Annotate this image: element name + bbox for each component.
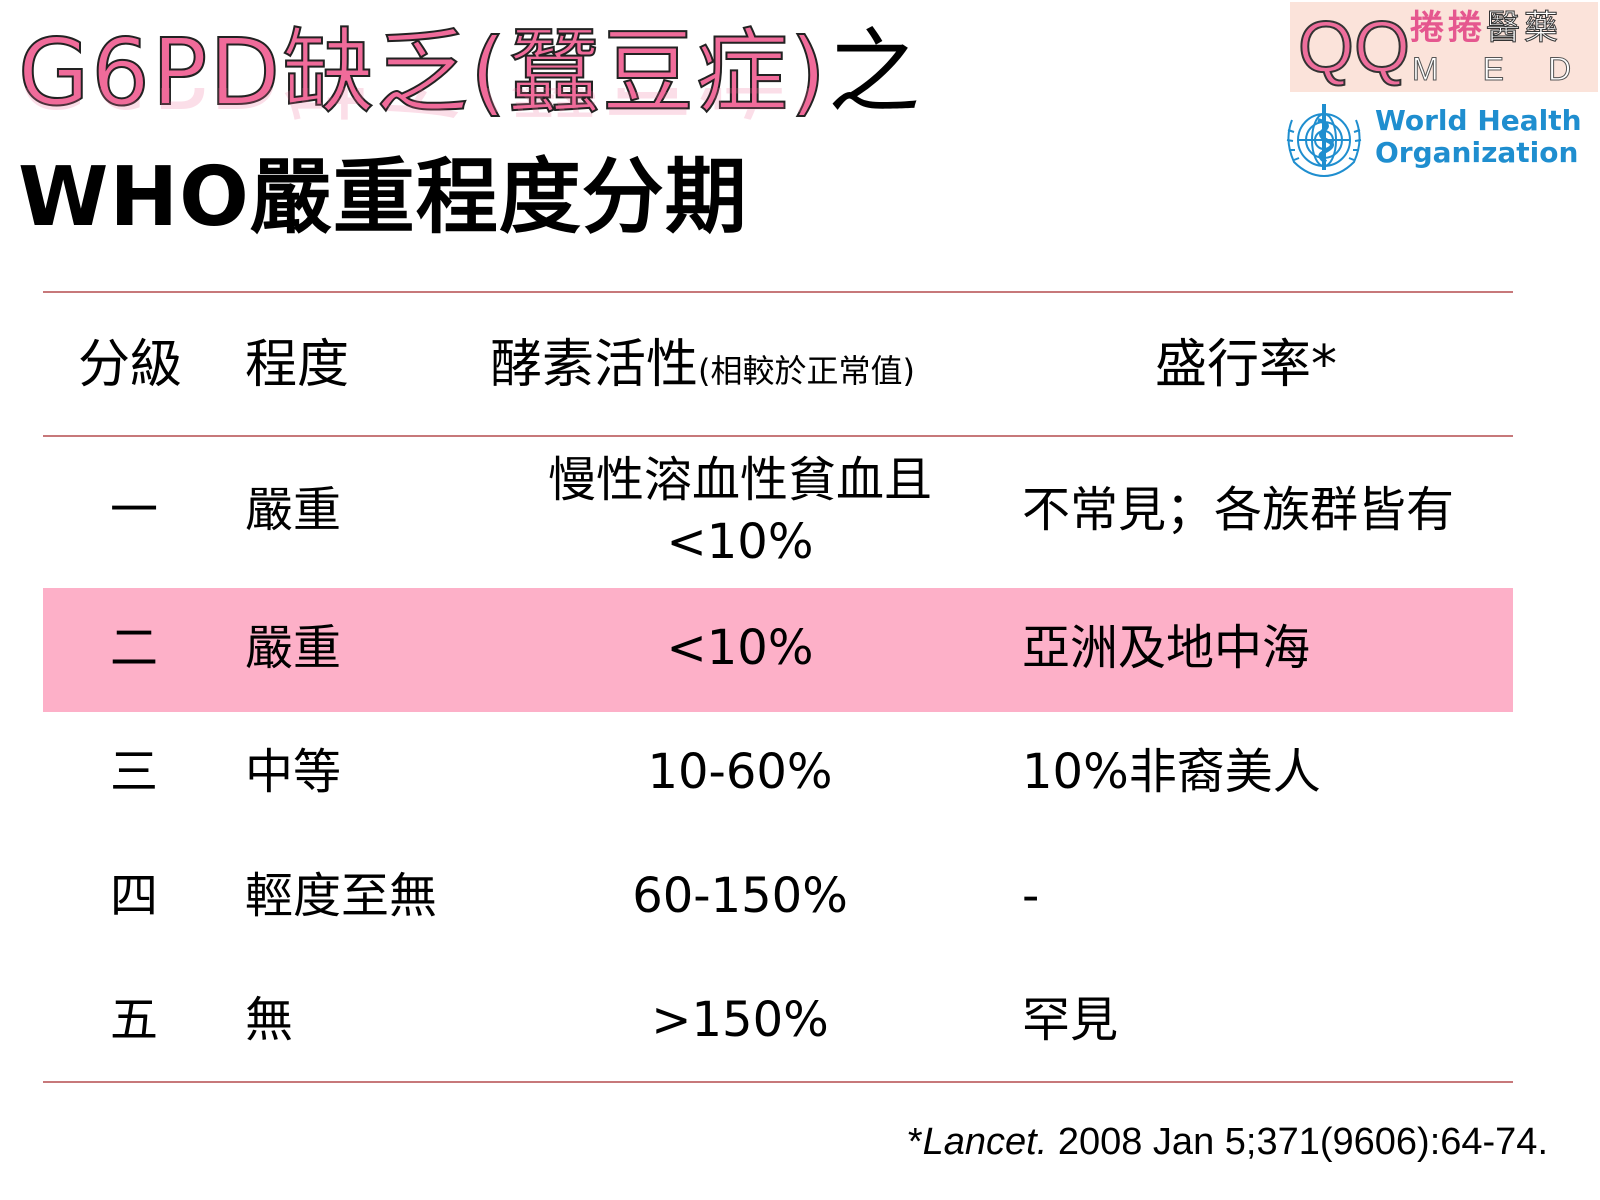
header-enzyme: 酵素活性(相較於正常值) bbox=[490, 335, 915, 395]
cell-enzyme: 60-150% bbox=[632, 868, 848, 924]
page-title-line2: WHO嚴重程度分期 bbox=[18, 150, 748, 245]
cell-enzyme: <10% bbox=[666, 620, 814, 676]
cell-enzyme-note: 慢性溶血性貧血且 bbox=[547, 452, 932, 508]
citation-footnote: *Lancet. 2008 Jan 5;371(9606):64-74. bbox=[908, 1118, 1548, 1166]
header-prevalence: 盛行率* bbox=[1155, 335, 1338, 395]
highlight-row-band bbox=[43, 588, 1513, 712]
cell-prevalence: 10%非裔美人 bbox=[1022, 744, 1321, 800]
cell-grade: 二 bbox=[110, 620, 159, 676]
cell-enzyme: >150% bbox=[651, 992, 829, 1048]
cell-grade: 三 bbox=[110, 744, 159, 800]
cell-prevalence: - bbox=[1022, 868, 1040, 924]
cell-severity: 無 bbox=[245, 992, 294, 1048]
footnote-journal: Lancet. bbox=[922, 1121, 1048, 1163]
cell-prevalence: 罕見 bbox=[1022, 992, 1119, 1048]
cell-grade: 一 bbox=[110, 482, 159, 538]
title-reflection: G6PD缺乏(蠶豆症) bbox=[18, 88, 828, 128]
footnote-citation: 2008 Jan 5;371(9606):64-74. bbox=[1047, 1121, 1548, 1163]
qq-med-logo: QQ 捲捲醫藥 MED bbox=[1290, 2, 1598, 92]
cell-severity: 中等 bbox=[245, 744, 342, 800]
cell-prevalence: 不常見；各族群皆有 bbox=[1022, 482, 1455, 538]
title-black-text: 之 bbox=[827, 19, 922, 126]
footnote-asterisk: * bbox=[907, 1121, 923, 1163]
cell-enzyme: 10-60% bbox=[647, 744, 833, 800]
cell-grade: 四 bbox=[110, 868, 159, 924]
cell-prevalence: 亞洲及地中海 bbox=[1022, 620, 1311, 676]
table-top-rule bbox=[43, 291, 1513, 293]
title-pink-text: G6PD缺乏(蠶豆症) bbox=[17, 18, 828, 127]
header-grade: 分級 bbox=[78, 335, 183, 395]
cell-severity: 嚴重 bbox=[245, 620, 342, 676]
cell-severity: 輕度至無 bbox=[245, 868, 438, 924]
cell-grade: 五 bbox=[110, 992, 159, 1048]
who-logo: World Health Organization bbox=[1275, 95, 1595, 185]
who-text: World Health Organization bbox=[1375, 104, 1582, 169]
table-bottom-rule bbox=[43, 1081, 1513, 1083]
header-enzyme-note: (相較於正常值) bbox=[698, 352, 915, 390]
cell-enzyme: <10% bbox=[666, 514, 814, 570]
header-severity: 程度 bbox=[245, 335, 350, 395]
qq-logo-letters: QQ bbox=[1297, 7, 1411, 89]
who-emblem-icon bbox=[1286, 104, 1362, 178]
cell-severity: 嚴重 bbox=[245, 482, 342, 538]
qq-logo-chinese: 捲捲醫藥 bbox=[1410, 8, 1562, 49]
header-bottom-rule bbox=[43, 435, 1513, 437]
page-title-line1: G6PD缺乏(蠶豆症)之 bbox=[17, 18, 922, 128]
qq-logo-med: MED bbox=[1411, 51, 1600, 88]
